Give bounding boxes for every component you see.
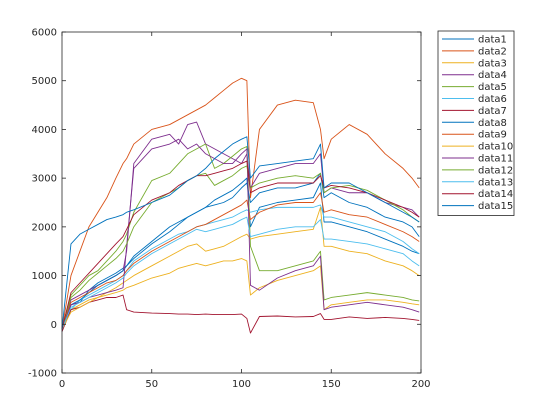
y-axis: -1000 0 1000 2000 3000 4000 5000 6000 xyxy=(28,28,421,380)
legend-label-data11: data11 xyxy=(478,154,513,165)
legend-label-data4: data4 xyxy=(478,70,507,81)
series-line-data7 xyxy=(61,294,420,334)
series-line-data12 xyxy=(61,165,420,330)
series-line-data8 xyxy=(61,172,420,327)
legend-label-data5: data5 xyxy=(478,82,507,93)
legend-label-data2: data2 xyxy=(478,46,507,57)
y-tick-label: 3000 xyxy=(32,174,57,185)
x-tick-label: 0 xyxy=(59,379,65,390)
x-tick-label: 200 xyxy=(411,379,430,390)
x-tick-label: 100 xyxy=(232,379,251,390)
legend-label-data8: data8 xyxy=(478,118,507,129)
legend-label-data12: data12 xyxy=(478,165,513,176)
y-tick-label: 2000 xyxy=(32,222,57,233)
series-line-data6 xyxy=(61,204,420,330)
y-tick-label: 1000 xyxy=(32,271,57,282)
series-line-data3 xyxy=(61,258,420,330)
series-line-data9 xyxy=(61,192,420,330)
legend-label-data7: data7 xyxy=(478,106,507,117)
legend-label-data3: data3 xyxy=(478,58,507,69)
y-tick-label: 6000 xyxy=(32,28,57,39)
series-line-data10 xyxy=(61,206,420,330)
series-layer xyxy=(61,77,420,334)
legend-label-data6: data6 xyxy=(478,94,507,105)
series-line-data13 xyxy=(61,216,420,330)
legend-label-data1: data1 xyxy=(478,35,507,46)
legend-label-data14: data14 xyxy=(478,189,513,200)
legend-label-data10: data10 xyxy=(478,142,513,153)
series-line-data14 xyxy=(61,160,420,330)
legend-label-data13: data13 xyxy=(478,177,513,188)
y-tick-label: 0 xyxy=(51,320,57,331)
x-tick-label: 50 xyxy=(145,379,158,390)
y-tick-label: -1000 xyxy=(28,369,57,380)
series-line-data1 xyxy=(61,177,420,332)
legend: data1data2data3data4data5data6data7data8… xyxy=(437,30,515,216)
y-tick-label: 4000 xyxy=(32,125,57,136)
legend-box xyxy=(437,30,515,216)
series-line-data2 xyxy=(61,77,420,330)
x-axis: 0 50 100 150 200 xyxy=(59,32,431,390)
series-line-data15 xyxy=(61,136,420,330)
series-line-data11 xyxy=(61,138,420,330)
y-tick-label: 5000 xyxy=(32,76,57,87)
plot-area xyxy=(62,32,421,373)
legend-label-data9: data9 xyxy=(478,130,507,141)
x-tick-label: 150 xyxy=(322,379,341,390)
legend-label-data15: data15 xyxy=(478,201,513,212)
